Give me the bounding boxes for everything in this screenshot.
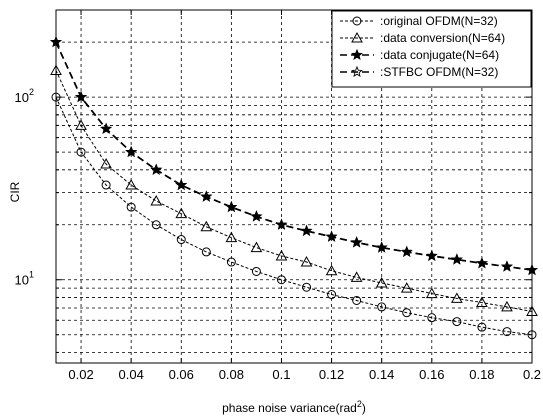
- star-marker: [375, 241, 388, 253]
- triangle-marker: [350, 271, 363, 282]
- star-marker: [425, 249, 438, 261]
- star-marker: [100, 122, 113, 134]
- triangle-marker: [501, 300, 513, 312]
- star-marker: [300, 224, 313, 236]
- circle-marker: [76, 147, 86, 157]
- legend-item: :original OFDM(N=32): [340, 14, 498, 28]
- triangle-marker: [225, 231, 238, 243]
- triangle-marker: [300, 256, 313, 267]
- star-marker: [125, 145, 138, 158]
- legend-label: :data conjugate(N=64): [380, 48, 499, 62]
- triangle-marker: [150, 194, 163, 206]
- x-tick-label: 0.14: [369, 367, 394, 382]
- x-tick-label: 0.12: [319, 367, 344, 382]
- series-circle: [51, 92, 537, 340]
- star-marker: [75, 90, 87, 103]
- circle-marker: [477, 322, 487, 332]
- circle-marker: [251, 266, 261, 276]
- star-marker: [350, 236, 363, 248]
- y-tick-label: 101: [15, 270, 34, 288]
- triangle-marker: [450, 292, 463, 303]
- circle-marker: [176, 235, 186, 245]
- legend-label: :original OFDM(N=32): [380, 14, 498, 28]
- filled-star-marker: [351, 48, 363, 61]
- star-marker: [501, 260, 513, 272]
- star-marker: [475, 257, 488, 269]
- circle-marker: [402, 308, 412, 318]
- y-tick-label: 102: [15, 87, 34, 105]
- circle-marker: [226, 257, 236, 267]
- y-axis-ticks: 101 102: [15, 41, 532, 353]
- triangle-marker: [250, 241, 263, 253]
- star-marker: [250, 210, 263, 222]
- triangle-marker: [351, 31, 363, 43]
- triangle-marker: [325, 264, 338, 276]
- series-triangle: [50, 64, 538, 317]
- circle-marker: [352, 295, 362, 305]
- triangle-marker: [400, 282, 413, 293]
- star-marker: [175, 178, 188, 191]
- x-tick-label: 0.16: [419, 367, 444, 382]
- legend-label: :STFBC OFDM(N=32): [380, 65, 498, 79]
- legend-label: :data conversion(N=64): [380, 31, 505, 45]
- triangle-marker: [425, 287, 438, 299]
- circle-marker: [427, 313, 437, 323]
- circle-marker: [502, 327, 512, 337]
- series-line: [55, 96, 533, 336]
- x-tick-label: 0.18: [469, 367, 494, 382]
- legend: :original OFDM(N=32) :data conversion(N=6…: [331, 10, 532, 88]
- x-tick-label: 0.06: [169, 367, 194, 382]
- triangle-marker: [476, 296, 488, 308]
- x-tick-label: 0.2: [523, 367, 541, 382]
- circle-marker: [302, 282, 312, 292]
- triangle-marker: [75, 119, 87, 130]
- grid: [56, 10, 532, 363]
- star-marker: [400, 245, 413, 257]
- legend-item: :data conjugate(N=64): [340, 48, 499, 62]
- triangle-marker: [375, 276, 388, 288]
- circle-marker: [377, 302, 387, 312]
- circle-marker: [452, 317, 462, 327]
- star-marker: [450, 253, 463, 265]
- circle-marker: [327, 290, 337, 300]
- triangle-marker: [200, 220, 213, 232]
- star-marker: [275, 218, 288, 230]
- circle-marker: [201, 247, 211, 257]
- triangle-marker: [100, 158, 112, 169]
- x-tick-label: 0.1: [272, 367, 290, 382]
- circle-marker: [126, 202, 136, 212]
- circle-marker: [151, 220, 161, 230]
- x-tick-label: 0.02: [68, 367, 93, 382]
- plot-frame: [55, 9, 533, 364]
- x-axis-ticks: 0.02 0.04 0.06 0.08 0.1 0.12 0.14 0.16 0.18 0.2: [68, 10, 541, 382]
- star-marker: [200, 190, 213, 202]
- star-marker: [225, 200, 238, 213]
- legend-box: [331, 10, 532, 88]
- series-layer: [50, 35, 538, 340]
- triangle-marker: [175, 207, 188, 219]
- legend-item: :STFBC OFDM(N=32): [340, 65, 498, 79]
- circle-marker: [276, 275, 286, 285]
- x-tick-label: 0.08: [219, 367, 244, 382]
- star-marker: [351, 65, 363, 78]
- circle-marker: [101, 180, 111, 190]
- star-marker: [150, 163, 163, 175]
- y-axis-label: CIR: [8, 181, 22, 202]
- legend-item: :data conversion(N=64): [340, 31, 505, 45]
- x-tick-label: 0.04: [119, 367, 144, 382]
- triangle-marker: [125, 179, 138, 190]
- circle-marker: [352, 16, 362, 26]
- triangle-marker: [275, 249, 288, 261]
- series-line: [55, 70, 533, 312]
- x-axis-label: phase noise variance(rad2): [222, 399, 366, 415]
- star-marker: [325, 230, 338, 242]
